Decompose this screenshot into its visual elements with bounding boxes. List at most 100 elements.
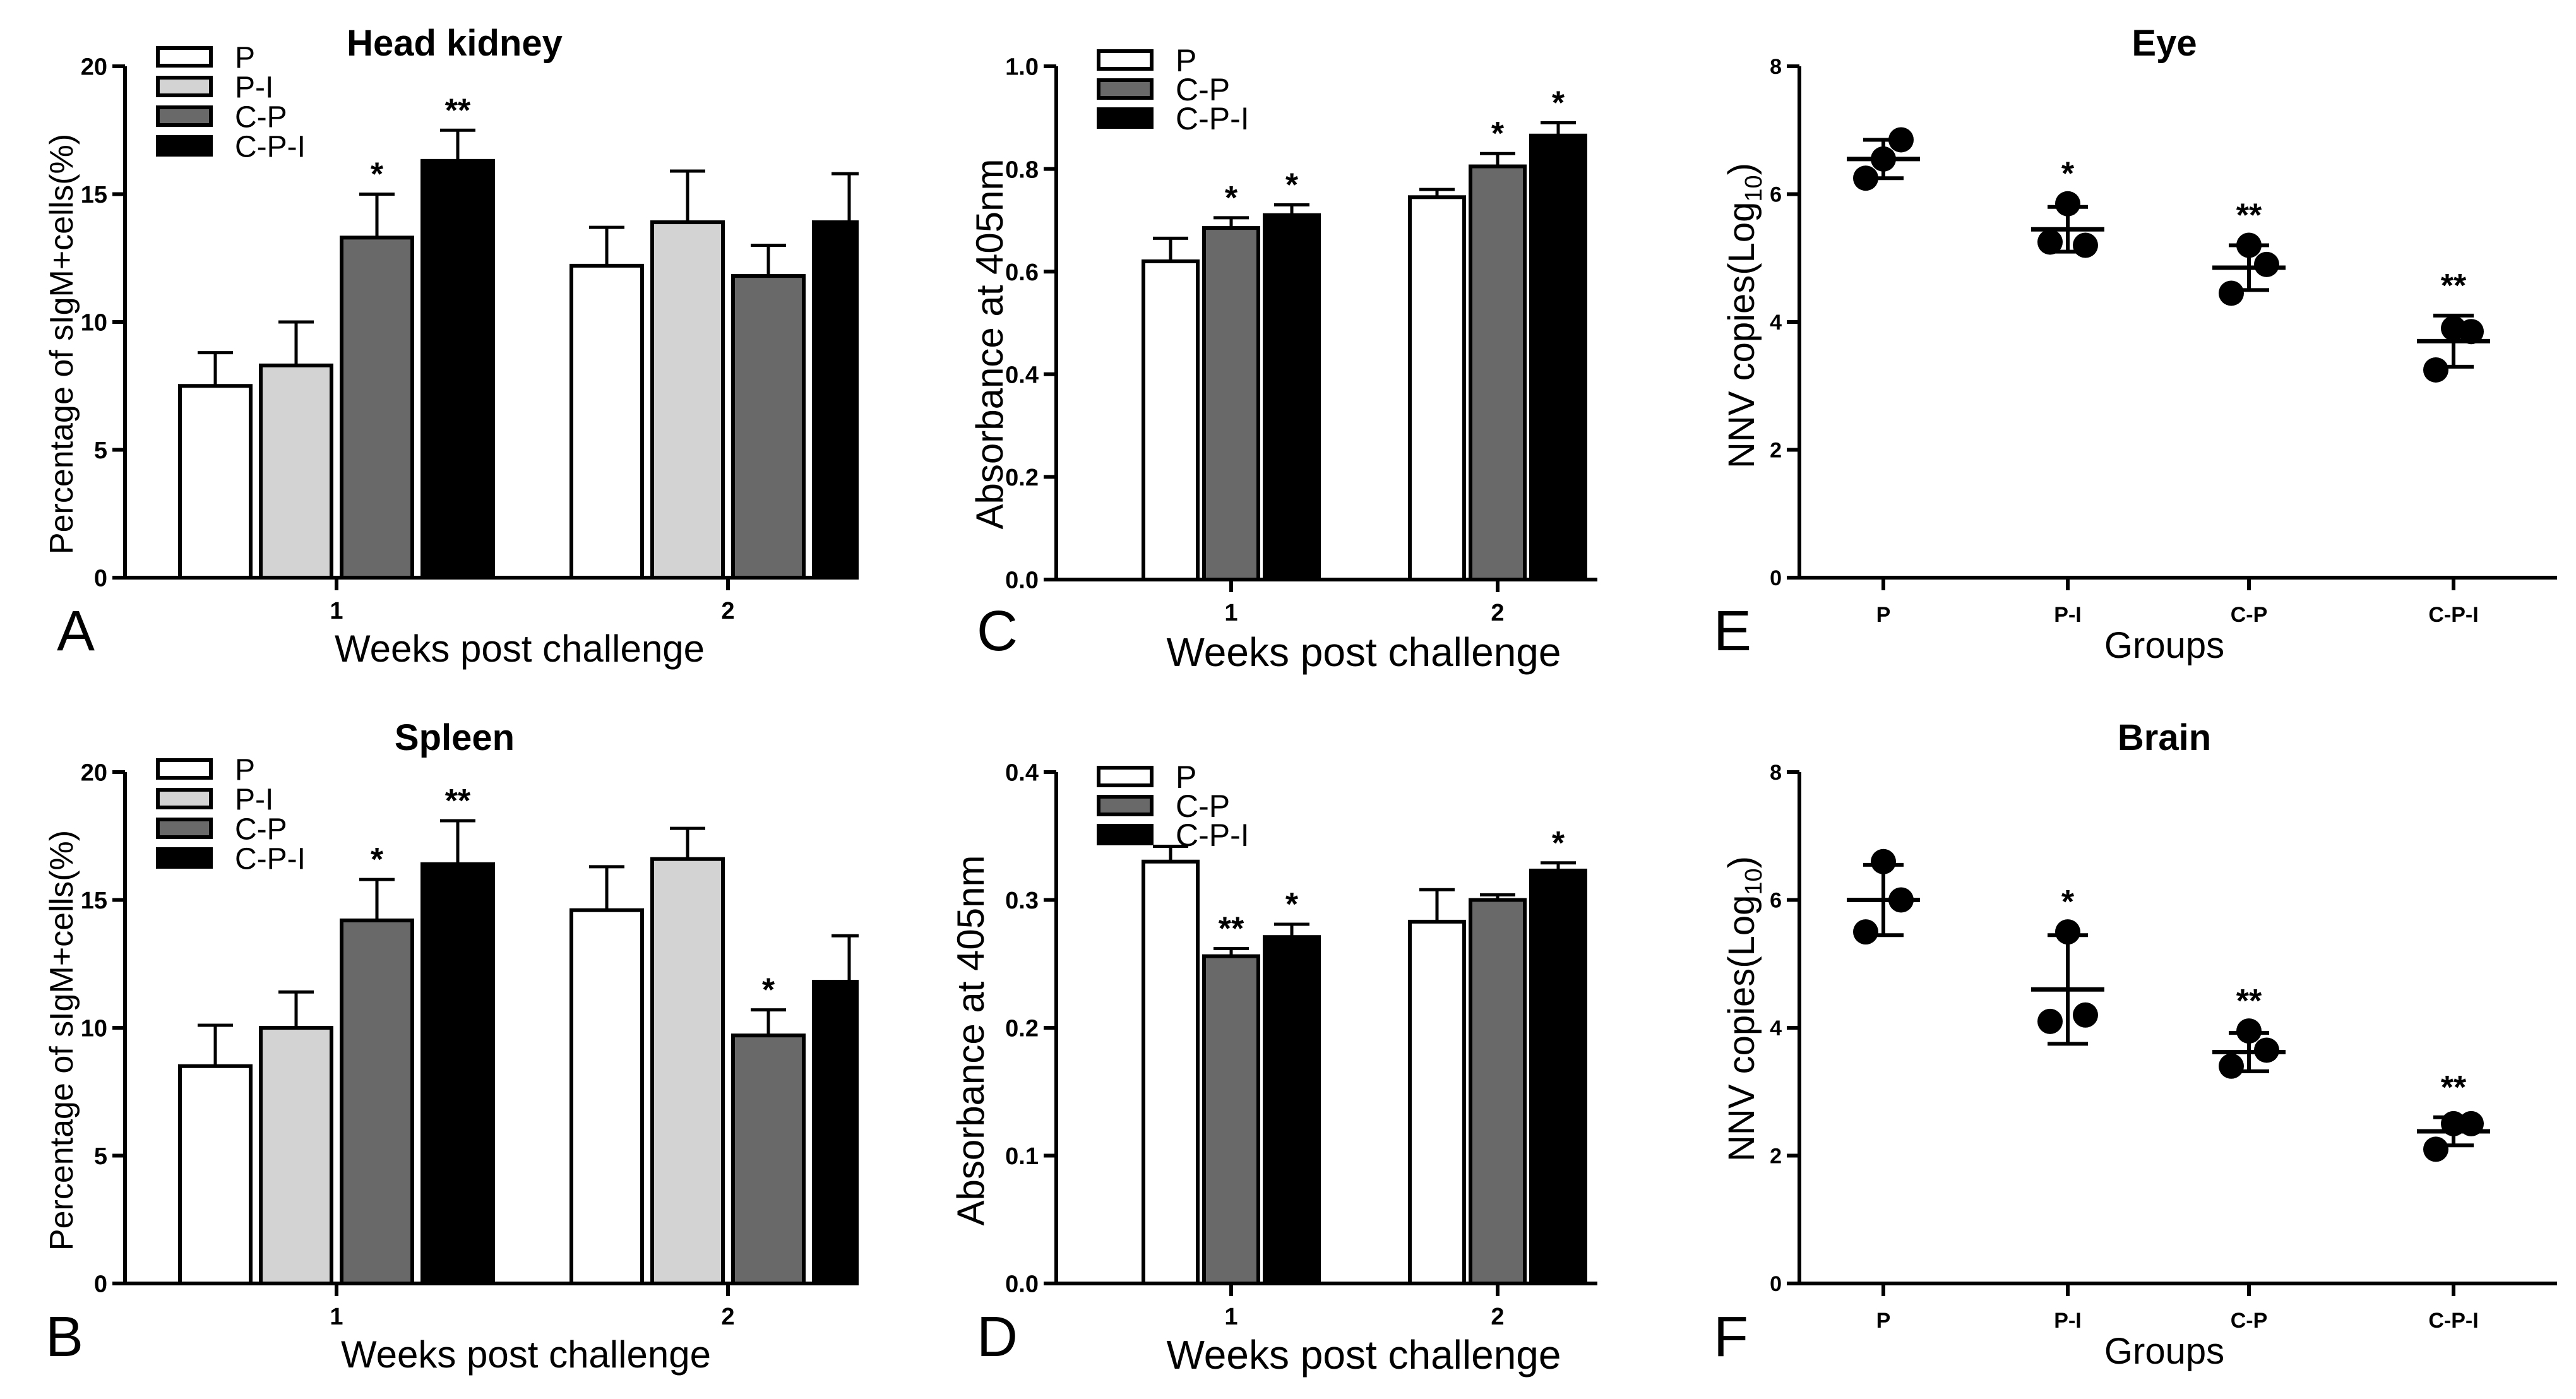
x-tick-label: 1 xyxy=(330,598,343,624)
x-tick-label: P xyxy=(1876,603,1891,627)
x-axis-label: Weeks post challenge xyxy=(1167,629,1561,675)
data-point xyxy=(2459,319,2484,345)
data-point xyxy=(2219,1053,2244,1079)
x-tick-label: 1 xyxy=(1224,600,1237,626)
x-axis-label: Weeks post challenge xyxy=(335,628,705,670)
legend-label: C-P-I xyxy=(1176,101,1249,136)
x-tick-label: C-P-I xyxy=(2428,1309,2478,1333)
data-point xyxy=(2219,280,2244,306)
y-axis-label-main: NNV copies(Log xyxy=(1721,202,1762,468)
legend-swatch-p-i xyxy=(156,788,213,809)
y-tick-label: 0.4 xyxy=(1005,760,1039,787)
y-tick-label: 0 xyxy=(1770,1272,1782,1296)
chart-c: Absorbance at 405nm Weeks post challenge… xyxy=(969,43,1597,675)
bar-p xyxy=(1408,919,1466,1285)
legend-swatch-c-p xyxy=(1097,795,1154,816)
x-tick-label: 1 xyxy=(1224,1304,1237,1330)
data-point xyxy=(2055,191,2080,217)
panel-letter: B xyxy=(45,1306,83,1369)
data-point xyxy=(2073,232,2098,258)
legend-swatch-p xyxy=(1097,766,1154,787)
chart-title: Head kidney xyxy=(347,23,563,64)
x-tick-label: 2 xyxy=(721,1304,734,1330)
legend-swatch-p-i xyxy=(156,76,213,97)
data-point xyxy=(1871,146,1896,172)
legend-swatch-p xyxy=(1097,49,1154,71)
y-tick-label: 6 xyxy=(1770,183,1782,207)
panel-f: Brain NNV copies(Log10) Groups F 0 2 4 6 8 P P… xyxy=(1717,700,2576,1399)
y-tick-label: 20 xyxy=(81,54,107,81)
legend-swatch-c-p xyxy=(156,818,213,839)
y-axis-label: NNV copies(Log10) xyxy=(1721,163,1767,468)
bar-c-p xyxy=(1469,164,1527,582)
significance-label: * xyxy=(2061,156,2075,193)
legend-label: C-P xyxy=(1176,789,1230,824)
data-point xyxy=(1888,887,1914,913)
data-point xyxy=(1853,165,1878,191)
x-tick-label: P xyxy=(1876,1309,1891,1333)
legend-label: C-P xyxy=(235,813,287,846)
bar-c-p-i xyxy=(420,158,495,580)
y-tick-label: 15 xyxy=(81,888,107,914)
chart-title: Eye xyxy=(2132,23,2197,64)
data-point xyxy=(2037,1008,2063,1034)
y-tick-label: 1.0 xyxy=(1005,54,1039,81)
panel-c: Absorbance at 405nm Weeks post challenge… xyxy=(859,0,1717,700)
y-axis-label-subscript: 10 xyxy=(1741,175,1767,201)
significance-label: * xyxy=(371,842,384,878)
bar-c-p xyxy=(340,235,414,580)
y-tick-label: 8 xyxy=(1770,761,1782,785)
y-tick-label: 0.2 xyxy=(1005,1016,1039,1042)
significance-label: ** xyxy=(445,92,471,129)
y-tick-label: 4 xyxy=(1770,1016,1782,1040)
bar-c-p-i xyxy=(1263,935,1321,1286)
y-tick-label: 20 xyxy=(81,760,107,787)
significance-label: * xyxy=(1552,825,1565,862)
legend-swatch-p xyxy=(156,758,213,780)
legend-label: P-I xyxy=(235,71,273,104)
chart-title: Brain xyxy=(2118,717,2211,758)
significance-label: * xyxy=(1491,116,1505,152)
panel-b: Spleen Percentage of sIgM+cells(%) Weeks… xyxy=(0,700,859,1399)
legend-swatch-c-p-i xyxy=(156,135,213,157)
bar-c-p xyxy=(731,1033,806,1286)
bar-c-p xyxy=(1202,954,1260,1286)
y-tick-label: 0.6 xyxy=(1005,259,1039,286)
panel-letter: C xyxy=(977,600,1018,663)
chart-a: Head kidney Percentage of sIgM+cells(%) … xyxy=(44,23,859,670)
significance-label: * xyxy=(2061,884,2075,920)
significance-label: ** xyxy=(445,783,471,819)
y-axis-label: Absorbance at 405nm xyxy=(969,158,1011,529)
y-tick-label: 5 xyxy=(94,438,107,464)
panel-d: Absorbance at 405nm Weeks post challenge… xyxy=(859,700,1717,1399)
data-point xyxy=(2254,1037,2279,1063)
panel-letter: A xyxy=(57,600,95,663)
legend-swatch-c-p xyxy=(156,105,213,127)
y-tick-label: 4 xyxy=(1770,311,1782,335)
bar-c-p-i xyxy=(1263,213,1321,581)
panel-letter: E xyxy=(1717,600,1751,663)
bar-c-p-i xyxy=(420,862,495,1285)
legend-label: C-P-I xyxy=(235,842,306,876)
x-tick-label: P-I xyxy=(2054,1309,2081,1333)
y-tick-label: 2 xyxy=(1770,1145,1782,1169)
y-axis-label: NNV copies(Log10) xyxy=(1721,856,1767,1162)
x-tick-label: 2 xyxy=(1491,600,1504,626)
significance-label: * xyxy=(762,972,775,1009)
y-axis-label: Percentage of sIgM+cells(%) xyxy=(44,830,80,1251)
legend-swatch-p xyxy=(156,46,213,68)
bar-p-i xyxy=(650,857,725,1285)
bar-c-p xyxy=(731,274,806,580)
bar-p xyxy=(178,1064,253,1285)
y-axis-label: Percentage of sIgM+cells(%) xyxy=(44,134,80,554)
bar-c-p-i xyxy=(1529,868,1587,1285)
chart-b: Spleen Percentage of sIgM+cells(%) Weeks… xyxy=(44,717,859,1376)
bar-c-p-i xyxy=(812,980,859,1285)
data-point xyxy=(2254,251,2279,277)
significance-label: * xyxy=(1552,85,1565,121)
bar-p xyxy=(569,263,644,580)
data-point xyxy=(1853,919,1878,945)
y-tick-label: 2 xyxy=(1770,439,1782,463)
legend-label: P xyxy=(235,41,255,74)
